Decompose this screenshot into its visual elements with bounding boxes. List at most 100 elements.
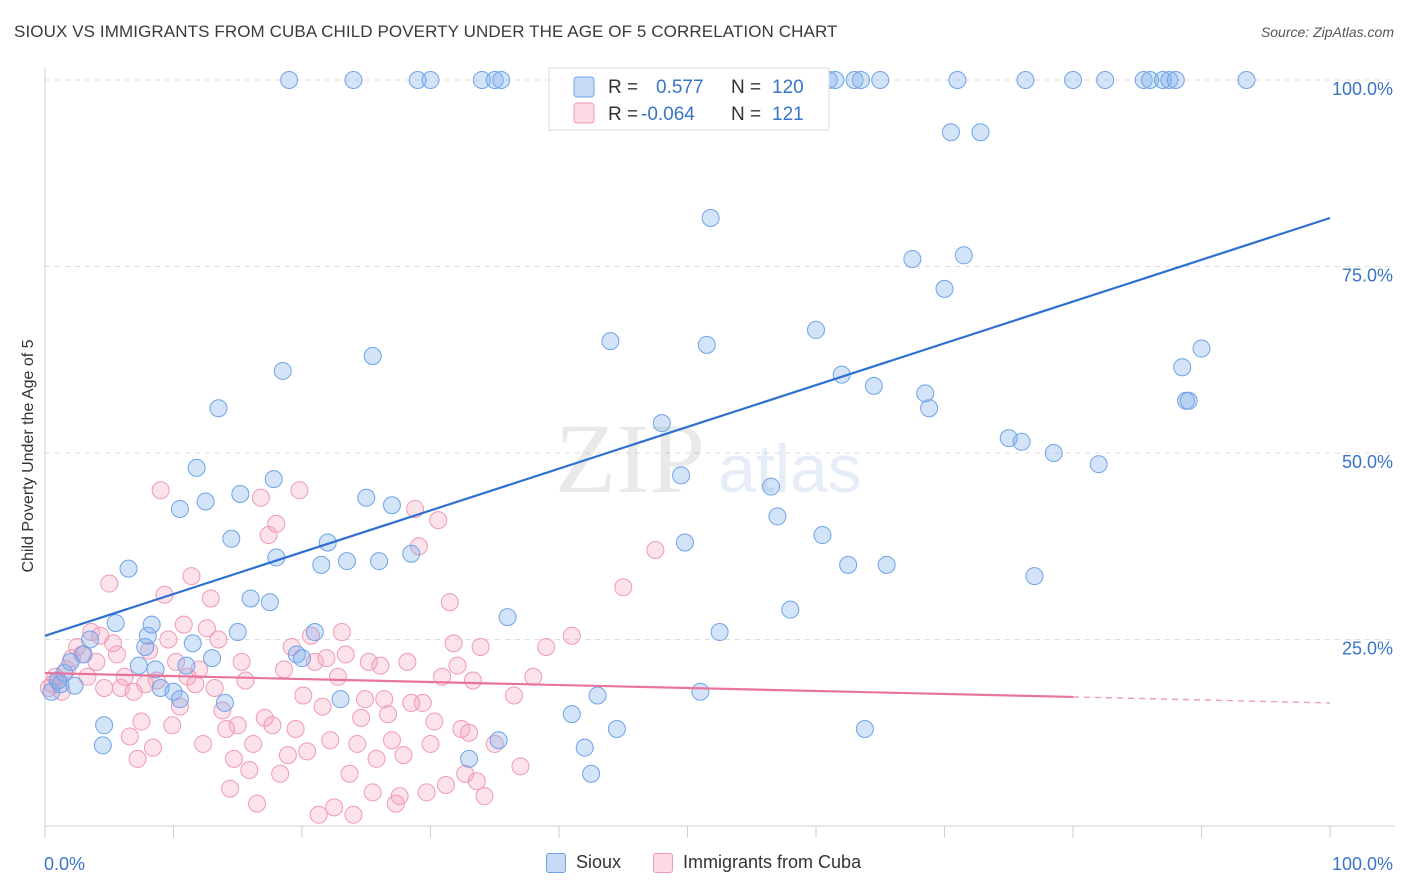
sioux-point — [807, 320, 825, 339]
sioux-point — [228, 623, 247, 642]
sioux-point — [601, 332, 620, 351]
cuba-point — [313, 697, 332, 716]
y-tick-label: 50.0% — [1342, 452, 1393, 472]
sioux-point — [136, 637, 155, 656]
sioux-point — [1192, 339, 1211, 358]
sioux-point — [855, 720, 874, 739]
sioux-point — [106, 614, 125, 633]
sioux-point — [489, 731, 508, 750]
cuba-point — [375, 690, 394, 709]
sioux-point — [344, 71, 363, 89]
axes — [44, 68, 1395, 838]
cuba-point — [217, 720, 236, 739]
cuba-point — [115, 667, 134, 686]
sioux-point — [562, 705, 581, 724]
sioux-point — [363, 347, 382, 366]
cuba-point — [646, 540, 665, 559]
cuba-point — [413, 693, 432, 712]
cuba-point — [82, 623, 101, 642]
sioux-point — [588, 686, 607, 705]
sioux-point — [1025, 567, 1044, 586]
sioux-point — [164, 682, 183, 701]
sioux-point — [1044, 444, 1063, 462]
cuba-point — [421, 734, 440, 753]
y-axis-label: Child Poverty Under the Age of 5 — [20, 339, 37, 572]
cuba-trend-line — [44, 671, 1074, 699]
sioux-point — [498, 608, 517, 627]
sioux-point — [170, 690, 189, 709]
stats-n-value-cuba: 121 — [772, 104, 804, 125]
cuba-point — [78, 667, 97, 686]
sioux-point — [672, 466, 691, 485]
cuba-point — [460, 723, 479, 742]
sioux-point — [941, 123, 960, 142]
sioux-point — [1089, 455, 1108, 474]
cuba-point — [248, 794, 267, 813]
cuba-point — [440, 593, 459, 612]
sioux-point — [916, 384, 935, 403]
sioux-point — [781, 600, 800, 619]
sioux-point — [51, 675, 70, 694]
cuba-point — [436, 775, 455, 794]
cuba-trend-line-extension — [1072, 696, 1331, 704]
sioux-point — [575, 738, 594, 757]
cuba-point — [298, 742, 317, 761]
sioux-point — [129, 656, 148, 675]
cuba-point — [340, 764, 359, 783]
cuba-point — [390, 787, 409, 806]
sioux-point — [196, 492, 215, 511]
sioux-point — [42, 682, 61, 701]
cuba-point — [511, 757, 530, 776]
cuba-point — [128, 749, 147, 768]
cuba-point — [467, 772, 486, 791]
cuba-point — [348, 734, 367, 753]
sioux-point — [697, 335, 716, 354]
cuba-point — [309, 805, 328, 824]
cuba-point — [367, 749, 386, 768]
sioux-point — [1179, 391, 1198, 410]
sioux-point — [305, 623, 324, 642]
stats-r-value-cuba: -0.064 — [641, 104, 695, 125]
sioux-point — [701, 209, 720, 228]
x-tick-label: 0.0% — [44, 854, 85, 874]
sioux-point — [652, 414, 671, 433]
legend-item-sioux[interactable]: Sioux — [546, 852, 621, 873]
cuba-point — [221, 779, 240, 798]
cuba-point — [167, 652, 186, 671]
stats-n-label-cuba: N = — [731, 104, 761, 125]
sioux-point — [203, 649, 222, 668]
cuba-point — [463, 671, 482, 690]
cuba-point — [95, 678, 114, 697]
cuba-point — [321, 731, 340, 750]
sioux-point — [607, 720, 626, 739]
cuba-point — [448, 656, 467, 675]
sioux-point — [146, 660, 165, 679]
chart-title: SIOUX VS IMMIGRANTS FROM CUBA CHILD POVE… — [14, 22, 838, 41]
sioux-point — [170, 499, 189, 518]
sioux-point — [1016, 71, 1035, 89]
sioux-point — [762, 477, 781, 496]
sioux-point — [187, 458, 206, 477]
cuba-point — [328, 667, 347, 686]
sioux-point — [1012, 432, 1031, 451]
sioux-point — [331, 690, 350, 709]
sioux-point — [421, 71, 440, 89]
legend-item-cuba[interactable]: Immigrants from Cuba — [653, 852, 861, 873]
cuba-point — [267, 514, 286, 533]
cuba-point — [205, 678, 224, 697]
stats-legend: R = 0.577 N = 120 R = -0.064 N = 121 — [548, 67, 830, 131]
cuba-point — [355, 690, 374, 709]
sioux-point — [264, 470, 283, 489]
cuba-point — [363, 783, 382, 802]
cuba-point — [232, 652, 251, 671]
sioux-point — [851, 71, 870, 89]
cuba-point — [201, 589, 220, 608]
sioux-point — [408, 71, 427, 89]
cuba-point — [379, 705, 398, 724]
cuba-point — [240, 761, 259, 780]
cuba-points — [39, 481, 665, 824]
y-tick-label: 75.0% — [1342, 266, 1393, 286]
cuba-point — [317, 649, 336, 668]
cuba-point — [475, 787, 494, 806]
source-label: Source: ZipAtlas.com — [1260, 24, 1394, 40]
